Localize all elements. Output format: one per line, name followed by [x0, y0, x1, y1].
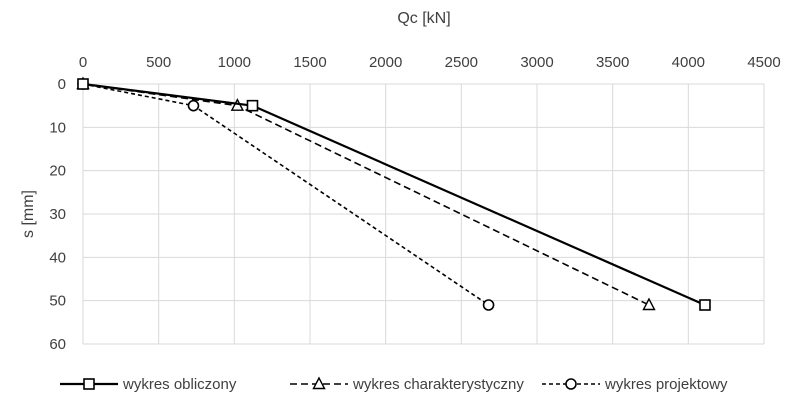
series-line: [82, 82, 706, 307]
x-tick-label: 2000: [369, 54, 402, 71]
x-tick-label: 0: [79, 54, 87, 71]
legend-item: wykres charakterystyczny: [290, 376, 524, 393]
data-point: [187, 99, 200, 112]
legend-label: wykres projektowy: [604, 376, 728, 393]
data-point: [699, 299, 711, 311]
legend-item: wykres obliczony: [60, 376, 237, 393]
series-line: [82, 83, 490, 306]
y-tick-label: 60: [49, 336, 66, 353]
legend-label: wykres charakterystyczny: [352, 376, 524, 393]
y-tick-label: 30: [49, 206, 66, 223]
x-tick-label: 3500: [596, 54, 629, 71]
data-point: [246, 99, 259, 112]
x-tick-label: 4500: [747, 54, 780, 71]
grid: [82, 83, 765, 345]
x-tick-label: 2500: [445, 54, 478, 71]
y-axis-title: s [mm]: [20, 190, 37, 238]
legend-marker: [83, 378, 95, 390]
x-tick-label: 500: [146, 54, 171, 71]
legend-marker: [565, 378, 577, 390]
x-tick-label: 4000: [672, 54, 705, 71]
series-triangle: [76, 76, 656, 311]
data-point: [77, 78, 89, 90]
series-group: [76, 76, 711, 311]
legend: wykres obliczony wykres charakterystyczny…: [60, 376, 728, 393]
legend-item: wykres projektowy: [542, 376, 728, 393]
data-point: [482, 299, 495, 311]
y-tick-label: 50: [49, 293, 66, 310]
data-point: [642, 297, 656, 311]
y-tick-label: 0: [58, 76, 66, 93]
x-tick-label: 1000: [218, 54, 251, 71]
tick-labels: 0 500 1000 1500 2000 2500 3000 3500 4000 4500 0 10 2…: [49, 54, 780, 353]
y-tick-label: 20: [49, 163, 66, 180]
legend-marker: [312, 376, 326, 390]
series-square: [77, 78, 711, 311]
x-tick-label: 3000: [520, 54, 553, 71]
y-tick-label: 40: [49, 249, 66, 266]
series-circle: [77, 78, 495, 311]
x-axis-title: Qc [kN]: [397, 10, 450, 27]
series-line: [82, 83, 650, 306]
x-tick-label: 1500: [293, 54, 326, 71]
legend-label: wykres obliczony: [122, 376, 237, 393]
y-tick-label: 10: [49, 119, 66, 136]
